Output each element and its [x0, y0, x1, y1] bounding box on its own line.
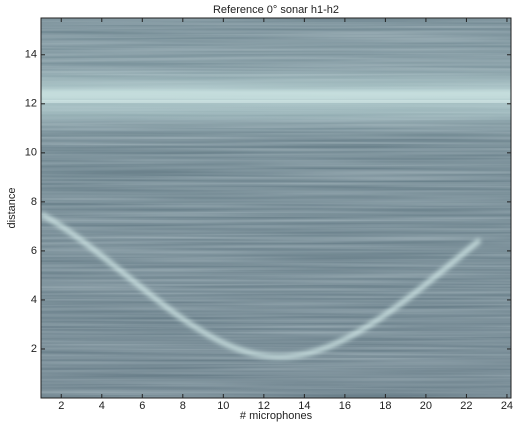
x-tick-label: 6 [139, 400, 145, 412]
y-axis-label: distance [6, 188, 18, 229]
x-tick-label: 24 [501, 400, 513, 412]
chart-title: Reference 0° sonar h1-h2 [213, 4, 339, 16]
x-tick-label: 18 [379, 400, 391, 412]
x-tick-label: 2 [58, 400, 64, 412]
y-tick-label: 4 [31, 294, 37, 306]
x-tick-label: 4 [99, 400, 105, 412]
y-tick-label: 8 [31, 196, 37, 208]
y-tick-label: 2 [31, 343, 37, 355]
x-tick-label: 22 [460, 400, 472, 412]
y-tick-label: 6 [31, 245, 37, 257]
x-tick-label: 12 [258, 400, 270, 412]
image-texture [41, 18, 511, 398]
y-tick-label: 14 [25, 49, 37, 61]
plot-frame [40, 17, 512, 399]
y-tick-label: 10 [25, 147, 37, 159]
x-tick-label: 8 [180, 400, 186, 412]
x-tick-label: 16 [339, 400, 351, 412]
x-tick-label: 14 [298, 400, 310, 412]
x-tick-label: 10 [217, 400, 229, 412]
x-tick-label: 20 [420, 400, 432, 412]
y-tick-label: 12 [25, 98, 37, 110]
x-axis-label: # microphones [240, 410, 313, 422]
